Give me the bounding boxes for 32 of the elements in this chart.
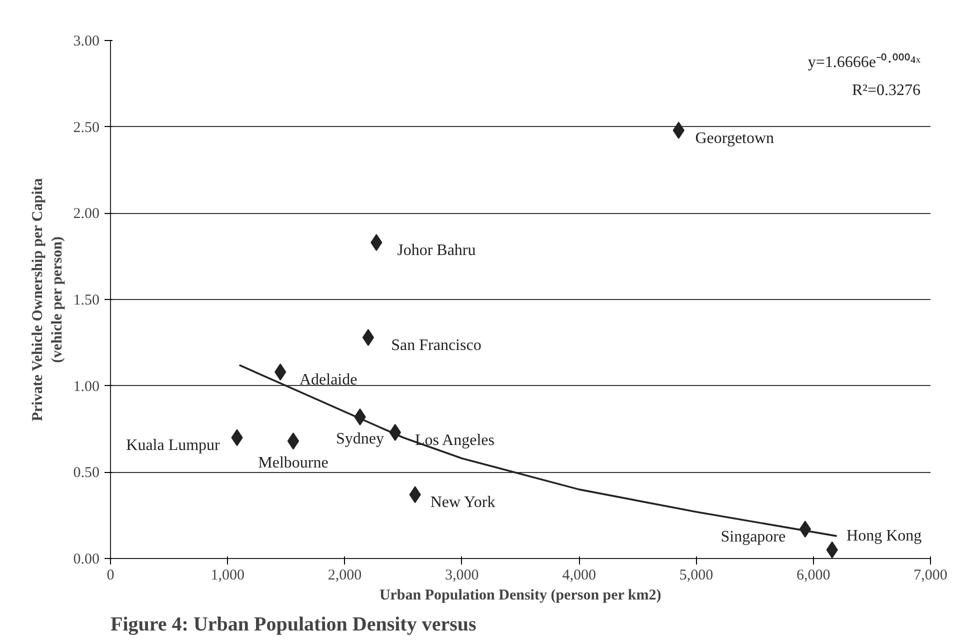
annotation: Sydney: [336, 430, 384, 448]
x-tick-label: 5,000: [679, 568, 714, 584]
annotation: y=1.6666e⁻⁰·⁰⁰⁰⁴ˣ: [808, 53, 921, 71]
x-tick-label: 4,000: [562, 568, 596, 584]
annotation: Melbourne: [258, 454, 328, 472]
caption: Figure 4: Urban Population Density versus: [110, 614, 476, 636]
annotation: Singapore: [720, 528, 786, 546]
point: [287, 432, 300, 450]
x-tick-label: 6,000: [796, 568, 830, 584]
x-tick-label: 3,000: [445, 568, 479, 584]
x-axis-title: Urban Population Density (person per km2): [379, 588, 662, 604]
point: [362, 328, 374, 346]
y-tick-label: 2.00: [73, 206, 100, 222]
x-tick-label: 1,000: [210, 568, 245, 584]
y-axis-title: Private Vehicle Ownership per Capita (vehicle per person): [30, 178, 66, 422]
x-tick-label: 0: [106, 568, 114, 584]
y-tick-label: 1.50: [73, 292, 100, 308]
annotation: San Francisco: [391, 336, 482, 354]
annotation: Kuala Lumpur: [126, 437, 221, 454]
x-tick-label: 2,000: [328, 568, 362, 584]
x-tick-label: 7,000: [914, 568, 948, 584]
y-tick-label: 0.00: [73, 552, 100, 568]
annotation: Georgetown: [695, 130, 774, 147]
annotation: New York: [430, 494, 496, 512]
y-tick-label: 2.50: [73, 120, 100, 136]
annotation: Johor Bahru: [397, 242, 476, 260]
annotation: Hong Kong: [846, 527, 922, 544]
y-tick-label: 3.00: [73, 34, 100, 50]
annotation: Adelaide: [299, 372, 358, 389]
annotation: R²=0.3276: [852, 82, 921, 99]
y-tick-label: 0.50: [73, 465, 100, 482]
y-tick-label: 1.00: [73, 378, 100, 395]
